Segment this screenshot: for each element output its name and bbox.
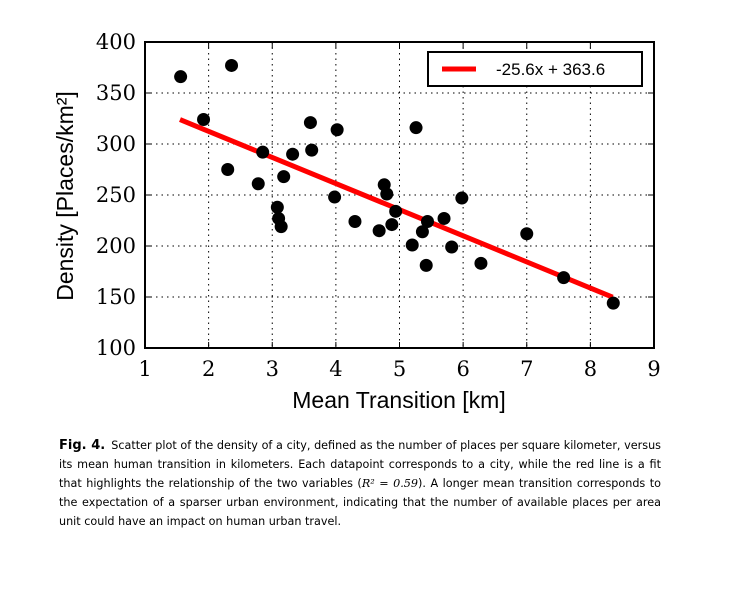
data-point-6 [270,200,284,214]
axis-ticks: 1 2 3 4 5 6 7 8 9 100 150 200 250 300 350 400 [96,30,661,381]
caption-figure-label: Fig. 4. [59,438,106,453]
data-point-14 [330,123,344,137]
x-tick-label-1: 1 [138,357,151,381]
data-point-12 [305,143,319,157]
caption-text-before: Scatter plot of the density of a city, d… [59,439,662,490]
y-tick-label-350: 350 [96,81,136,105]
data-point-27 [445,240,459,254]
data-point-13 [328,190,342,204]
data-point-0 [174,70,188,84]
caption-text-after: ). A longer mean transition corresponds … [59,477,661,528]
x-tick-label-6: 6 [456,357,469,381]
x-axis-label: Mean Transition [km] [292,387,505,413]
y-tick-label-200: 200 [96,234,136,258]
x-tick-label-5: 5 [393,357,406,381]
data-point-22 [409,121,423,135]
grid-lines [145,42,654,348]
y-tick-label-250: 250 [96,183,136,207]
x-tick-label-7: 7 [520,357,533,381]
legend-label: -25.6x + 363.6 [496,60,605,79]
data-point-5 [256,145,270,159]
data-point-23 [415,225,429,239]
data-point-19 [385,218,399,232]
y-axis-label: Density [Places/km²] [52,91,78,301]
data-point-30 [520,227,534,241]
data-point-8 [274,220,288,234]
data-point-15 [348,215,362,229]
data-point-10 [286,147,300,161]
y-tick-label-150: 150 [96,285,136,309]
x-tick-label-2: 2 [202,357,215,381]
y-tick-label-300: 300 [96,132,136,156]
data-point-25 [420,215,434,229]
data-point-28 [455,191,469,205]
figure-caption: Fig. 4. Scatter plot of the density of a … [59,436,661,531]
data-point-26 [437,211,451,225]
data-point-29 [474,256,488,270]
data-points [174,58,620,310]
data-point-2 [221,163,235,176]
data-point-16 [372,224,386,238]
data-point-11 [303,116,317,130]
scatter-chart: 1 2 3 4 5 6 7 8 9 100 150 200 250 300 350 400 -25.6x + … [52,30,661,413]
x-tick-label-9: 9 [647,357,660,381]
data-point-24 [419,258,433,272]
data-point-32 [606,296,620,310]
x-tick-label-8: 8 [584,357,597,381]
y-tick-label-100: 100 [96,336,136,360]
y-tick-label-400: 400 [96,30,136,54]
data-point-3 [225,58,239,72]
caption-math: R² = 0.59 [361,477,419,490]
data-point-21 [405,238,419,252]
data-point-20 [389,204,403,218]
legend: -25.6x + 363.6 [427,51,643,87]
x-tick-label-3: 3 [266,357,279,381]
x-tick-label-4: 4 [329,357,342,381]
data-point-9 [277,170,291,184]
data-point-1 [197,113,211,127]
data-point-18 [380,187,394,201]
data-point-4 [251,177,265,191]
data-point-31 [557,271,571,285]
